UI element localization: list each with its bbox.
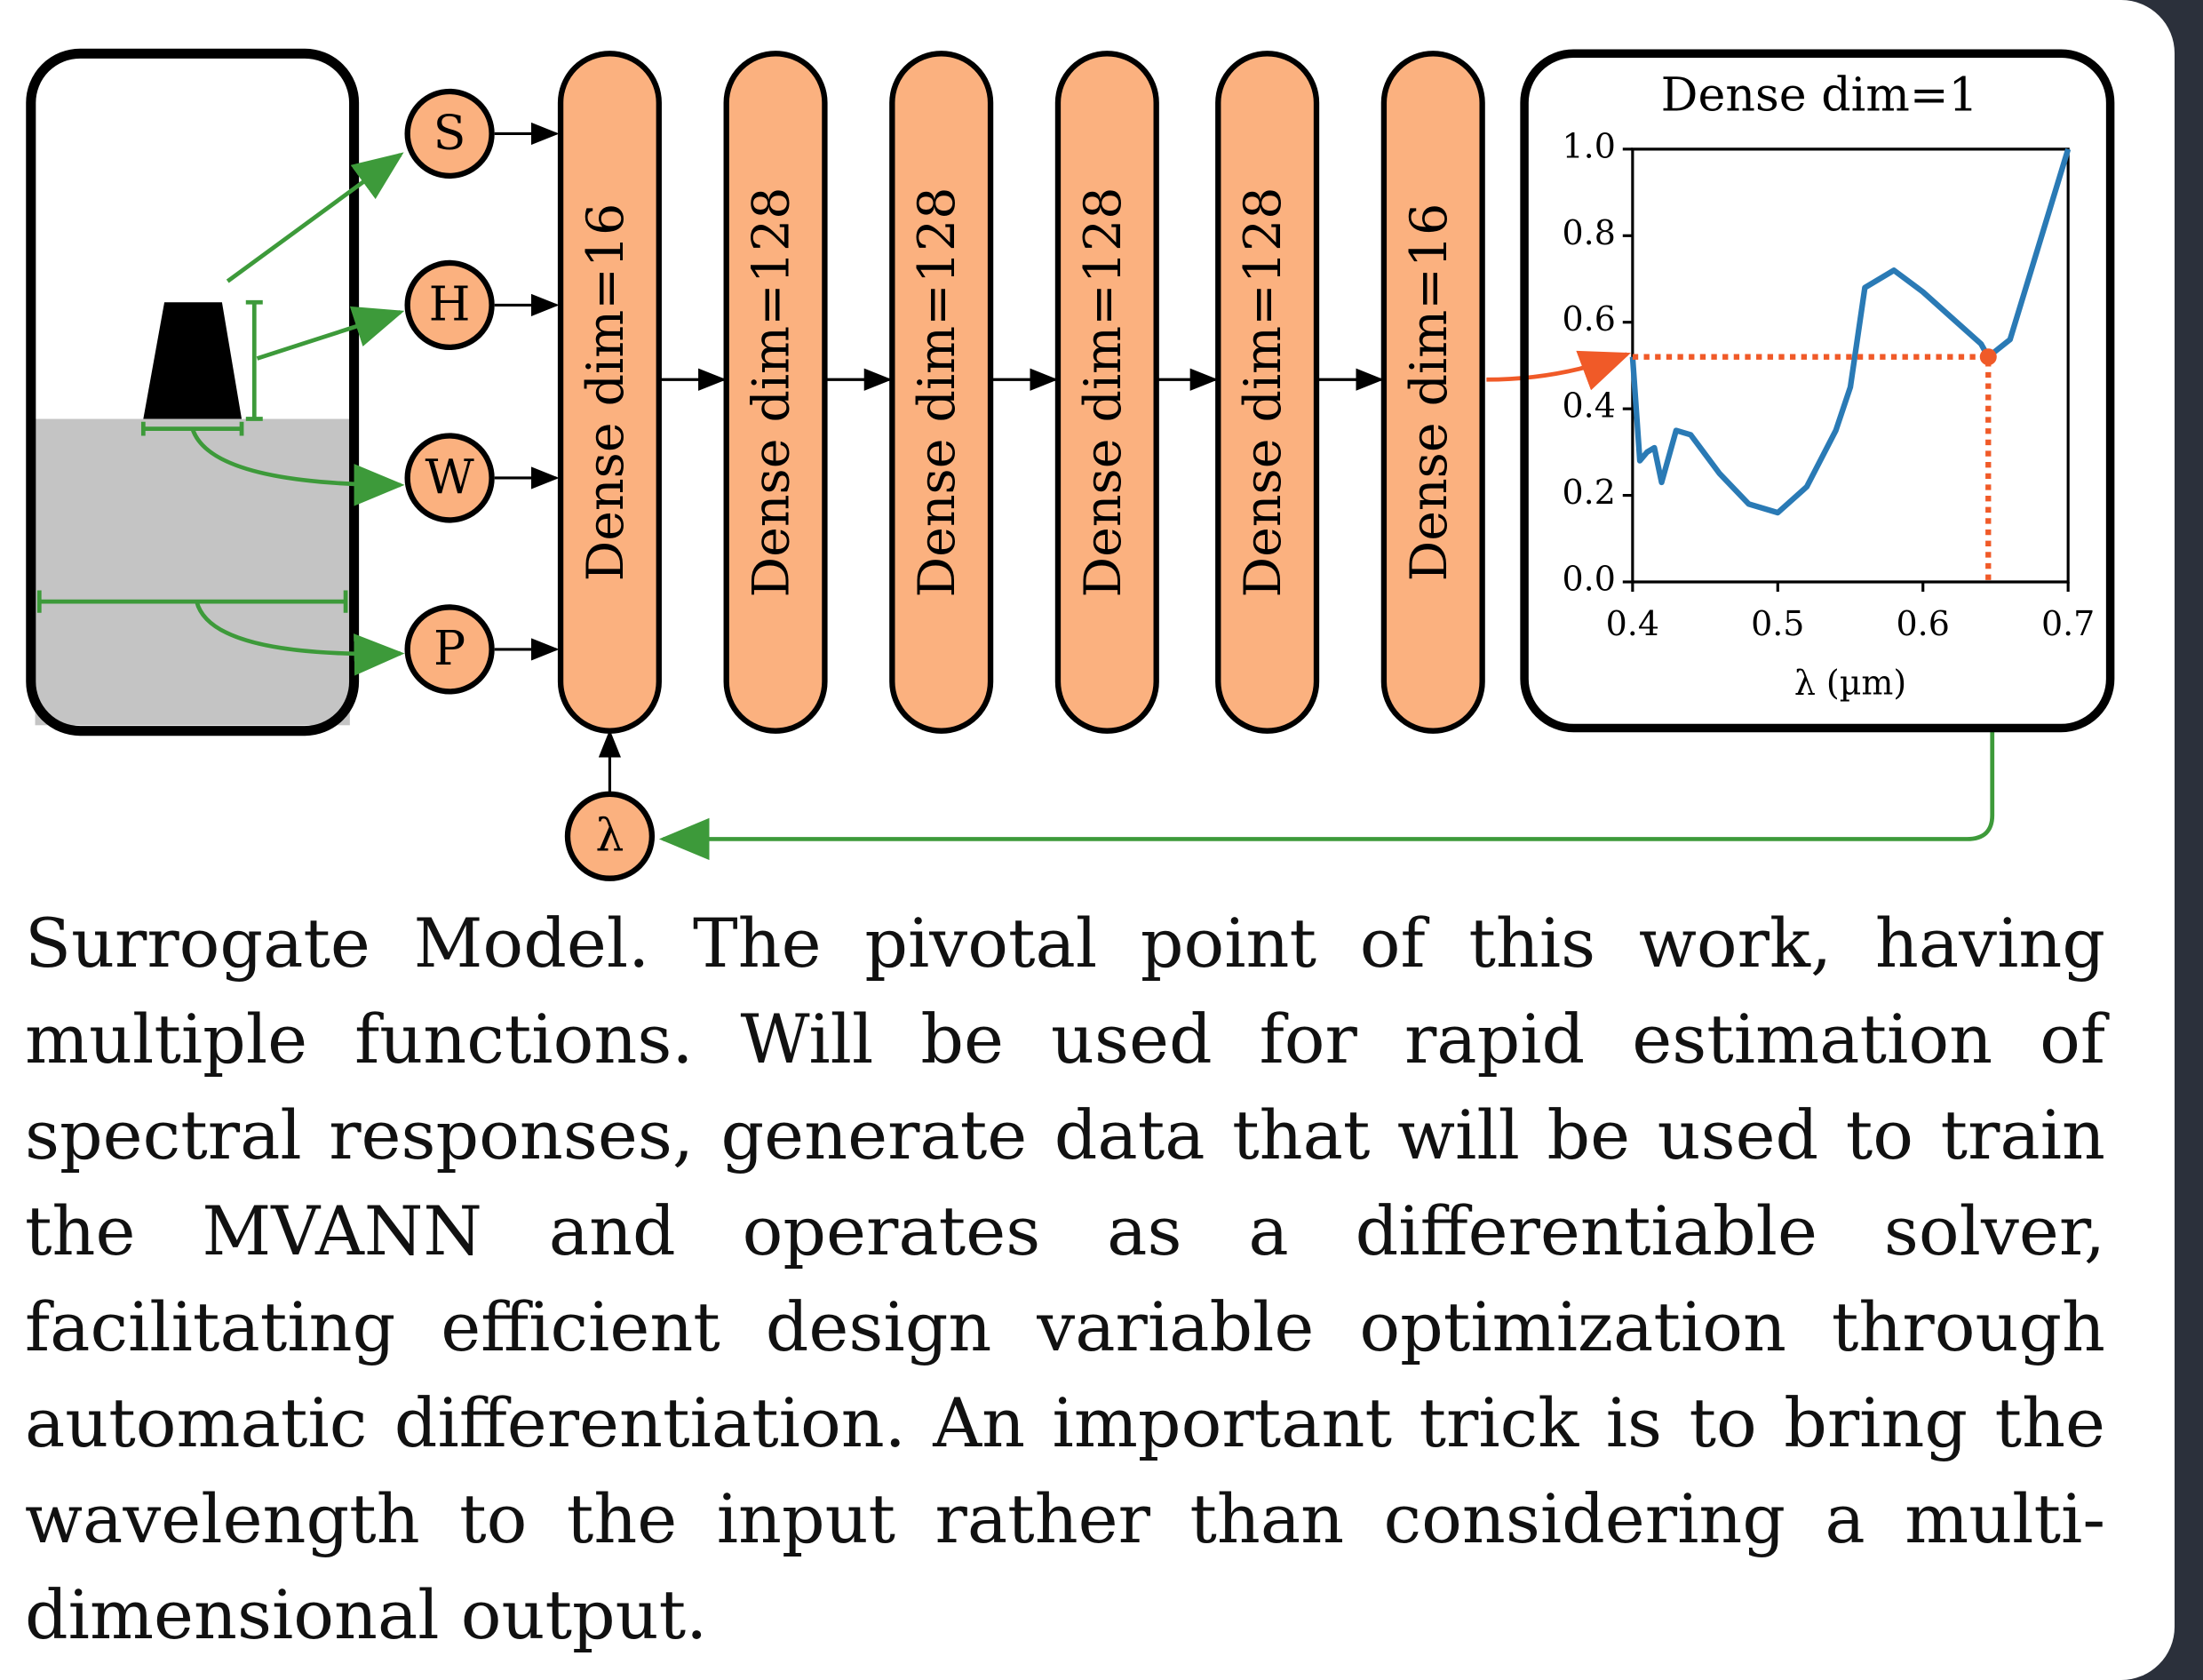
spectrum-line bbox=[1629, 147, 2072, 516]
highlight-point bbox=[1979, 348, 1997, 366]
x-tick-label: 0.5 bbox=[1751, 604, 1804, 643]
panel-border bbox=[26, 48, 360, 736]
layer-label: Dense dim=16 bbox=[1400, 203, 1459, 582]
h-bracket bbox=[245, 299, 263, 421]
y-tick-label: 0.8 bbox=[1563, 213, 1616, 252]
layer-label: Dense dim=128 bbox=[1234, 187, 1292, 598]
caption: Surrogate Model. The pivotal point of th… bbox=[25, 904, 2105, 1654]
figure: Dense dim=1 λ (µm) S H W P Dense dim=16 Dense… bbox=[26, 48, 2115, 881]
x-tick-label: 0.6 bbox=[1897, 604, 1950, 643]
dense-layer bbox=[723, 51, 828, 734]
input-label: S bbox=[433, 105, 466, 161]
plot-title: Dense dim=1 bbox=[1661, 68, 1978, 122]
x-axis-label: λ (µm) bbox=[1794, 664, 1906, 703]
dense-layer bbox=[1215, 51, 1320, 734]
input-label: W bbox=[425, 449, 474, 505]
dense-layer bbox=[1380, 51, 1485, 734]
structure-panel bbox=[26, 48, 1995, 861]
x-tick-label: 0.4 bbox=[1606, 604, 1659, 643]
y-tick-label: 1.0 bbox=[1563, 126, 1616, 165]
y-tick-label: 0.2 bbox=[1563, 473, 1616, 512]
input-node bbox=[404, 604, 495, 695]
layer-label: Dense dim=128 bbox=[908, 187, 966, 598]
layer-label: Dense dim=16 bbox=[577, 203, 635, 582]
axes-frame bbox=[1631, 147, 2070, 584]
y-tick-label: 0.0 bbox=[1563, 560, 1616, 599]
substrate bbox=[35, 418, 350, 726]
p-arrow bbox=[195, 601, 405, 676]
highlight-guide bbox=[1632, 354, 1992, 582]
layer-label: Dense dim=128 bbox=[743, 187, 801, 598]
dense-layer bbox=[889, 51, 994, 734]
h-arrow bbox=[256, 306, 405, 361]
p-bracket bbox=[36, 590, 348, 613]
lambda-label: λ bbox=[595, 808, 624, 861]
y-tick-label: 0.4 bbox=[1563, 386, 1616, 426]
pillar bbox=[143, 302, 243, 419]
plot-border bbox=[1520, 49, 2115, 733]
input-node bbox=[404, 259, 495, 351]
input-node bbox=[404, 88, 495, 179]
dense-layer bbox=[1054, 51, 1159, 734]
w-arrow bbox=[190, 427, 405, 506]
layer-label: Dense dim=128 bbox=[1074, 187, 1133, 598]
input-label: P bbox=[433, 620, 465, 676]
y-tick-label: 0.6 bbox=[1563, 299, 1616, 338]
input-node bbox=[404, 433, 495, 523]
s-arrow bbox=[226, 152, 404, 283]
feedback-arrow bbox=[658, 730, 1995, 861]
lambda-node bbox=[564, 791, 656, 881]
x-tick-label: 0.7 bbox=[2041, 604, 2095, 643]
input-label: H bbox=[429, 276, 471, 332]
output-arrow bbox=[1486, 350, 1631, 391]
